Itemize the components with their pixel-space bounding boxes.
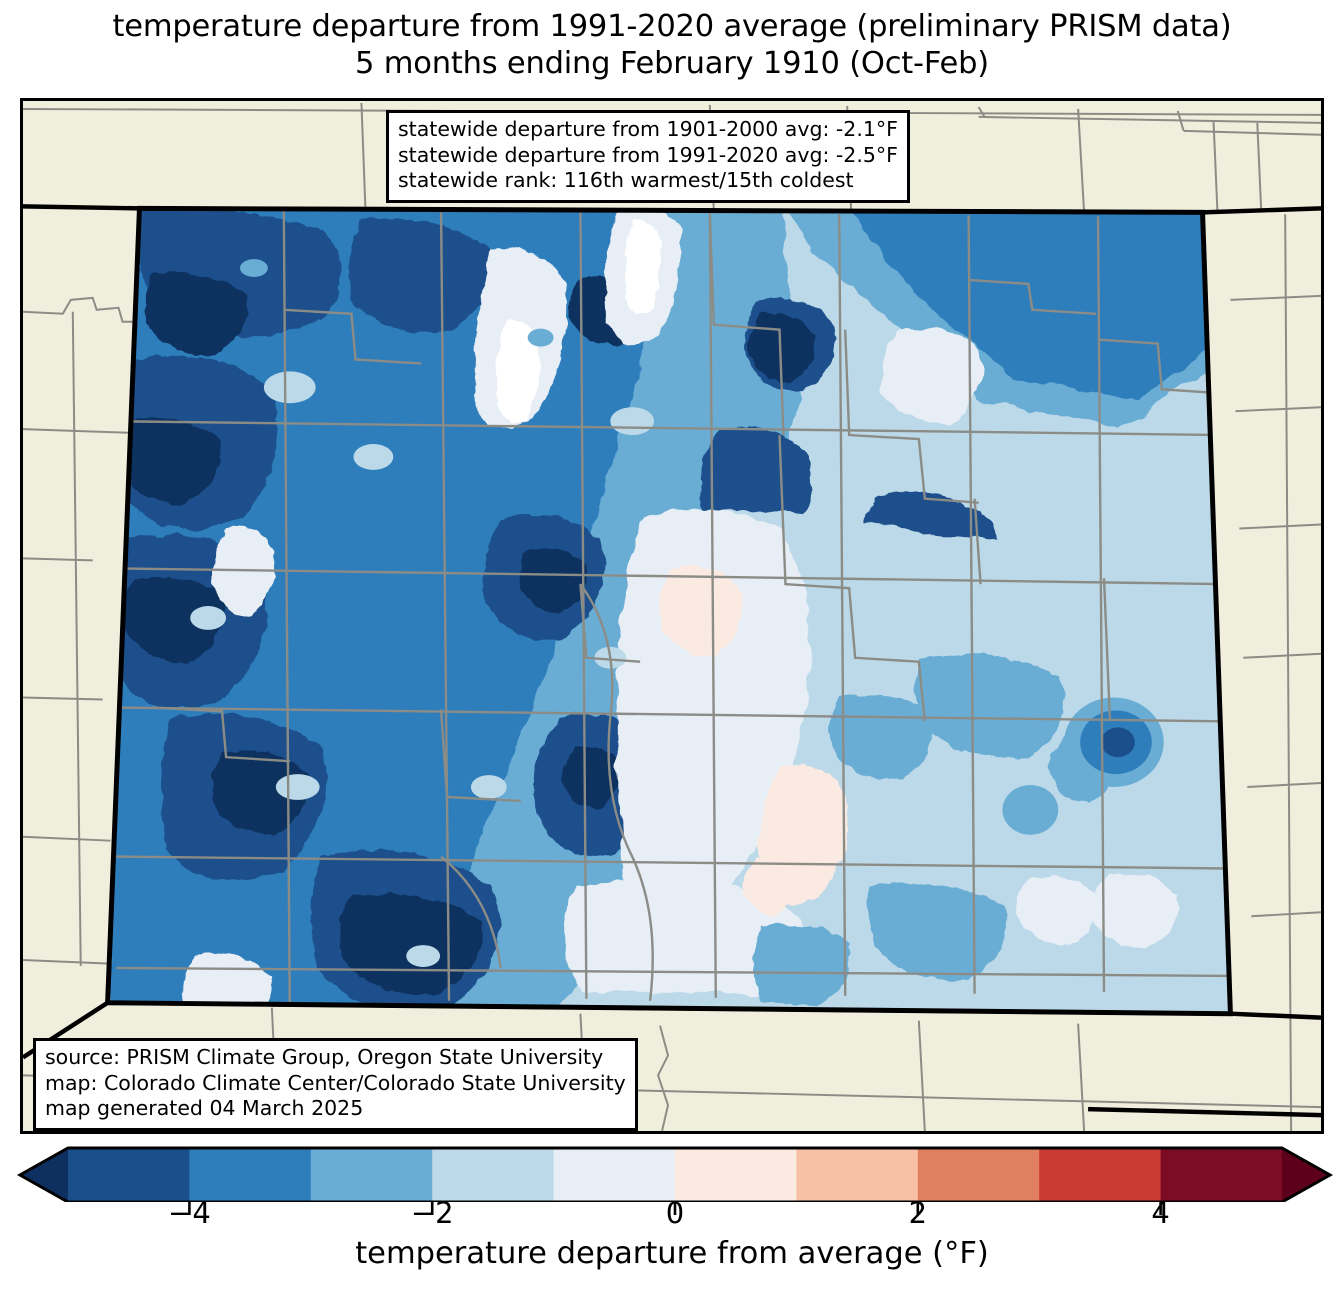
colorbar-tick-label-0: 0 [665,1196,685,1230]
statewide-stats-box: statewide departure from 1901-2000 avg: … [386,110,910,203]
stats-line-2: statewide departure from 1991-2020 avg: … [398,142,898,167]
colorbar-band-0 [68,1148,190,1202]
colorbar-outline [16,1146,1334,1202]
source-line-3: map generated 04 March 2025 [45,1096,364,1120]
colorbar-band-8 [1039,1148,1162,1202]
colorbar-band-1 [189,1148,312,1202]
colorbar-tick-label-4: 4 [1151,1196,1170,1230]
eastern-cold-bullseye [1064,697,1164,788]
colorbar-swatches [16,1146,1334,1202]
stats-line-3: statewide rank: 116th warmest/15th colde… [398,168,854,192]
colorbar-tick-label--2: −2 [410,1196,454,1230]
colorbar-band-4 [553,1148,676,1202]
page-title: temperature departure from 1991-2020 ave… [0,8,1344,82]
colorbar-band-7 [917,1148,1040,1202]
colorbar-over-extension [1282,1148,1330,1202]
colorado-state-border [105,205,1233,1017]
stats-line-1: statewide departure from 1901-2000 avg: … [398,117,898,141]
colorbar-tick-marks [188,1202,1162,1215]
source-line-2: map: Colorado Climate Center/Colorado St… [45,1070,626,1095]
colorado-temperature-departure-map[interactable] [23,101,1321,1131]
colorbar-band-3 [432,1148,555,1202]
source-line-1: source: PRISM Climate Group, Oregon Stat… [45,1045,604,1069]
colorbar-under-extension [20,1148,68,1202]
colorbar[interactable] [0,1142,1344,1215]
colorado-county-lines [107,210,1230,1003]
colorbar-axis-label: temperature departure from average (°F) [355,1236,989,1271]
colorbar-band-5 [675,1148,797,1202]
map-axes-frame [20,98,1324,1134]
colorbar-tick-label--4: −4 [168,1196,211,1230]
contour-specks-medium [239,259,711,347]
colorbar-band-2 [310,1148,433,1202]
title-line-2: 5 months ending February 1910 (Oct-Feb) [355,46,989,81]
colorbar-tick-label-2: 2 [908,1196,928,1230]
colorbar-band-6 [796,1148,919,1202]
source-credit-box: source: PRISM Climate Group, Oregon Stat… [33,1038,638,1131]
title-line-1: temperature departure from 1991-2020 ave… [112,9,1232,44]
colorbar-tick-labels: −4 −2 0 2 4 [0,1196,1344,1238]
colorbar-band-9 [1160,1148,1283,1202]
contour-specks [190,371,655,967]
